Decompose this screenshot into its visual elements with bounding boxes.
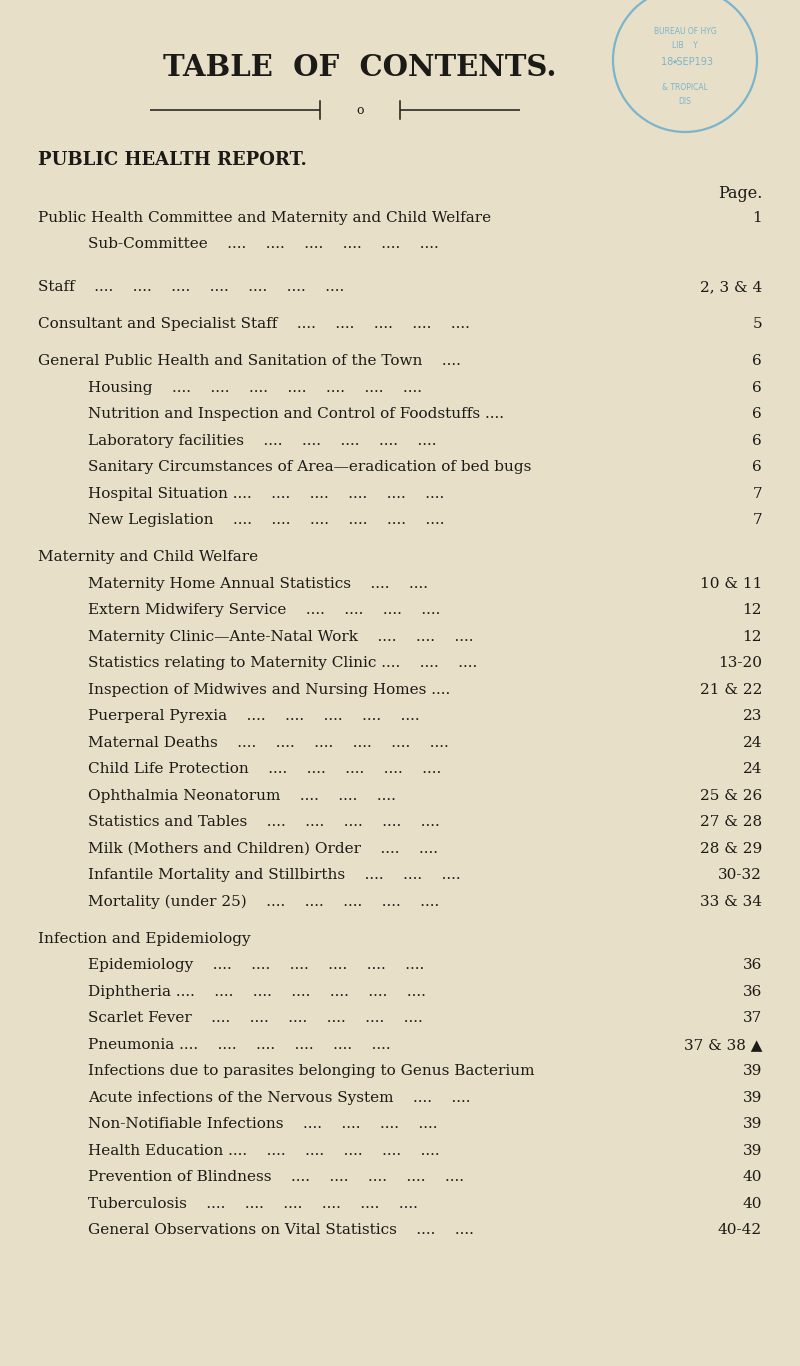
Text: New Legislation    ....    ....    ....    ....    ....    ....: New Legislation .... .... .... .... ....… [88, 514, 445, 527]
Text: General Public Health and Sanitation of the Town    ....: General Public Health and Sanitation of … [38, 354, 461, 367]
Text: Prevention of Blindness    ....    ....    ....    ....    ....: Prevention of Blindness .... .... .... .… [88, 1171, 464, 1184]
Text: 1: 1 [752, 210, 762, 225]
Text: Page.: Page. [718, 184, 762, 202]
Text: Sanitary Circumstances of Area—eradication of bed bugs: Sanitary Circumstances of Area—eradicati… [88, 460, 531, 474]
Text: 21 & 22: 21 & 22 [700, 683, 762, 697]
Text: 18 SEP193: 18 SEP193 [661, 57, 713, 67]
Text: Staff    ....    ....    ....    ....    ....    ....    ....: Staff .... .... .... .... .... .... .... [38, 280, 344, 294]
Text: Statistics and Tables    ....    ....    ....    ....    ....: Statistics and Tables .... .... .... ...… [88, 816, 440, 829]
Text: 39: 39 [742, 1117, 762, 1131]
Text: Scarlet Fever    ....    ....    ....    ....    ....    ....: Scarlet Fever .... .... .... .... .... .… [88, 1011, 422, 1026]
Text: 7: 7 [752, 486, 762, 500]
Text: Tuberculosis    ....    ....    ....    ....    ....    ....: Tuberculosis .... .... .... .... .... ..… [88, 1197, 418, 1210]
Text: o: o [356, 105, 364, 117]
Text: Hospital Situation ....    ....    ....    ....    ....    ....: Hospital Situation .... .... .... .... .… [88, 486, 444, 500]
Text: 40: 40 [742, 1171, 762, 1184]
Text: 36: 36 [742, 959, 762, 973]
Text: Maternity Home Annual Statistics    ....    ....: Maternity Home Annual Statistics .... ..… [88, 576, 428, 590]
Text: 12: 12 [742, 630, 762, 643]
Text: Nutrition and Inspection and Control of Foodstuffs ....: Nutrition and Inspection and Control of … [88, 407, 504, 421]
Text: General Observations on Vital Statistics    ....    ....: General Observations on Vital Statistics… [88, 1224, 474, 1238]
Text: Housing    ....    ....    ....    ....    ....    ....    ....: Housing .... .... .... .... .... .... ..… [88, 381, 422, 395]
Text: Inspection of Midwives and Nursing Homes ....: Inspection of Midwives and Nursing Homes… [88, 683, 470, 697]
Text: 39: 39 [742, 1143, 762, 1158]
Text: Ophthalmia Neonatorum    ....    ....    ....: Ophthalmia Neonatorum .... .... .... [88, 788, 396, 803]
Text: 6: 6 [752, 354, 762, 367]
Text: Consultant and Specialist Staff    ....    ....    ....    ....    ....: Consultant and Specialist Staff .... ...… [38, 317, 470, 331]
Text: 6: 6 [752, 433, 762, 448]
Text: Statistics relating to Maternity Clinic ....    ....    ....: Statistics relating to Maternity Clinic … [88, 656, 478, 671]
Text: TABLE  OF  CONTENTS.: TABLE OF CONTENTS. [163, 53, 557, 82]
Text: 37 & 38 ▲: 37 & 38 ▲ [683, 1038, 762, 1052]
Text: 40-42: 40-42 [718, 1224, 762, 1238]
Text: 10 & 11: 10 & 11 [700, 576, 762, 590]
Text: 6: 6 [752, 381, 762, 395]
Text: 7: 7 [752, 514, 762, 527]
Text: 28 & 29: 28 & 29 [700, 841, 762, 855]
Text: 13-20: 13-20 [718, 656, 762, 671]
Text: Infections due to parasites belonging to Genus Bacterium: Infections due to parasites belonging to… [88, 1064, 534, 1078]
Text: & TROPICAL: & TROPICAL [662, 83, 708, 93]
Text: 12: 12 [742, 604, 762, 617]
Text: Maternity Clinic—Ante-Natal Work    ....    ....    ....: Maternity Clinic—Ante-Natal Work .... ..… [88, 630, 474, 643]
Text: Laboratory facilities    ....    ....    ....    ....    ....: Laboratory facilities .... .... .... ...… [88, 433, 437, 448]
Text: Milk (Mothers and Children) Order    ....    ....: Milk (Mothers and Children) Order .... .… [88, 841, 438, 855]
Text: Diphtheria ....    ....    ....    ....    ....    ....    ....: Diphtheria .... .... .... .... .... ....… [88, 985, 426, 999]
Text: Puerperal Pyrexia    ....    ....    ....    ....    ....: Puerperal Pyrexia .... .... .... .... ..… [88, 709, 420, 723]
Text: Maternity and Child Welfare: Maternity and Child Welfare [38, 550, 258, 564]
Text: Non-Notifiable Infections    ....    ....    ....    ....: Non-Notifiable Infections .... .... ....… [88, 1117, 438, 1131]
Text: Acute infections of the Nervous System    ....    ....: Acute infections of the Nervous System .… [88, 1091, 470, 1105]
Text: 27 & 28: 27 & 28 [700, 816, 762, 829]
Text: 6: 6 [752, 460, 762, 474]
Text: Maternal Deaths    ....    ....    ....    ....    ....    ....: Maternal Deaths .... .... .... .... ....… [88, 736, 449, 750]
Text: Child Life Protection    ....    ....    ....    ....    ....: Child Life Protection .... .... .... ...… [88, 762, 442, 776]
Text: Public Health Committee and Maternity and Child Welfare: Public Health Committee and Maternity an… [38, 210, 491, 225]
Text: 24: 24 [742, 736, 762, 750]
Text: 33 & 34: 33 & 34 [700, 895, 762, 908]
Text: Epidemiology    ....    ....    ....    ....    ....    ....: Epidemiology .... .... .... .... .... ..… [88, 959, 424, 973]
Text: Health Education ....    ....    ....    ....    ....    ....: Health Education .... .... .... .... ...… [88, 1143, 440, 1158]
Text: 23: 23 [742, 709, 762, 723]
Text: 40: 40 [742, 1197, 762, 1210]
Text: Pneumonia ....    ....    ....    ....    ....    ....: Pneumonia .... .... .... .... .... .... [88, 1038, 390, 1052]
Text: Sub-Committee    ....    ....    ....    ....    ....    ....: Sub-Committee .... .... .... .... .... .… [88, 238, 438, 251]
Text: 2, 3 & 4: 2, 3 & 4 [700, 280, 762, 294]
Text: 39: 39 [742, 1064, 762, 1078]
Text: Infection and Epidemiology: Infection and Epidemiology [38, 932, 250, 945]
Text: Extern Midwifery Service    ....    ....    ....    ....: Extern Midwifery Service .... .... .... … [88, 604, 440, 617]
Text: 5: 5 [752, 317, 762, 331]
Text: 6: 6 [752, 407, 762, 421]
Text: 37: 37 [742, 1011, 762, 1026]
Text: 39: 39 [742, 1091, 762, 1105]
Text: 30-32: 30-32 [718, 869, 762, 882]
Text: LIB    Y: LIB Y [672, 41, 698, 51]
Text: DIS: DIS [678, 97, 691, 107]
Text: BUREAU OF HYG: BUREAU OF HYG [654, 27, 716, 37]
Text: 25 & 26: 25 & 26 [700, 788, 762, 803]
Text: ★: ★ [672, 59, 678, 66]
Text: PUBLIC HEALTH REPORT.: PUBLIC HEALTH REPORT. [38, 152, 307, 169]
Text: Mortality (under 25)    ....    ....    ....    ....    ....: Mortality (under 25) .... .... .... ....… [88, 895, 439, 908]
Text: 36: 36 [742, 985, 762, 999]
Text: 24: 24 [742, 762, 762, 776]
Text: Infantile Mortality and Stillbirths    ....    ....    ....: Infantile Mortality and Stillbirths ....… [88, 869, 461, 882]
